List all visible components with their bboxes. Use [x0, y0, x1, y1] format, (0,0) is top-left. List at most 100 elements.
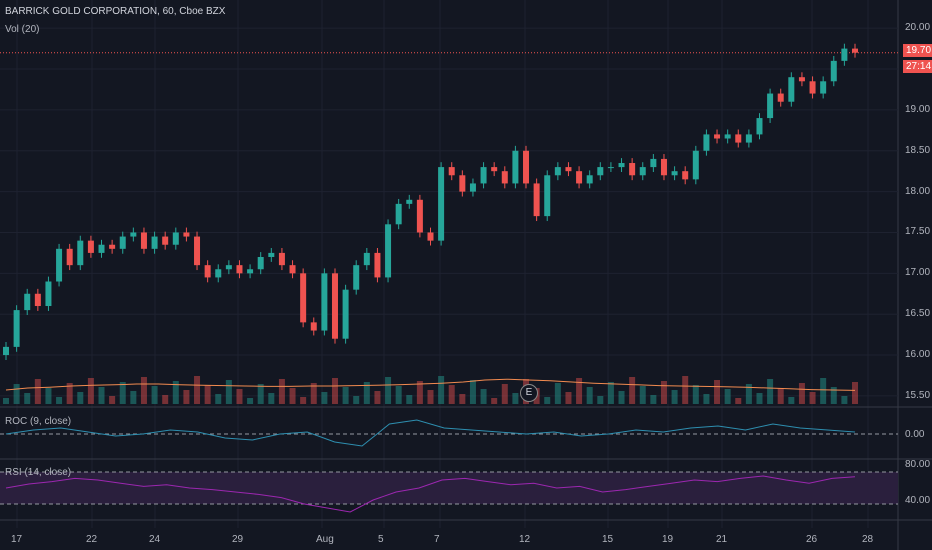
candle-body: [140, 232, 147, 249]
candle-body: [24, 293, 31, 311]
volume-bar: [597, 396, 604, 404]
symbol-title: BARRICK GOLD CORPORATION, 60, Cboe BZX: [5, 6, 226, 17]
candle-body: [692, 150, 699, 180]
candle-body: [682, 171, 689, 180]
countdown-tag: 27:14: [903, 60, 932, 73]
time-tick-label: 17: [11, 534, 23, 545]
volume-bar: [140, 377, 147, 404]
volume-bar: [798, 383, 805, 404]
time-tick-label: 12: [519, 534, 531, 545]
candle-body: [650, 158, 657, 168]
candle-body: [671, 171, 678, 176]
time-tick-label: 28: [862, 534, 874, 545]
volume-bar: [24, 393, 31, 404]
candle-body: [289, 265, 296, 274]
volume-bar: [714, 380, 721, 404]
candle-body: [342, 289, 349, 339]
volume-bar: [767, 379, 774, 404]
volume-bar: [130, 391, 137, 404]
volume-bar: [194, 376, 201, 404]
earnings-marker[interactable]: E: [520, 384, 538, 402]
candle-body: [438, 167, 445, 241]
candle-body: [395, 203, 402, 225]
time-tick-label: 19: [662, 534, 674, 545]
candle-body: [247, 269, 254, 274]
volume-bar: [87, 378, 94, 404]
volume-bar: [480, 389, 487, 404]
rsi-band: [0, 472, 898, 504]
candle-body: [523, 150, 530, 184]
candle-body: [576, 171, 583, 184]
candle-body: [183, 232, 190, 237]
volume-bar: [236, 389, 243, 404]
volume-bar: [151, 386, 158, 404]
volume-bar: [459, 394, 466, 404]
volume-bar: [756, 393, 763, 404]
volume-bar: [660, 381, 667, 404]
candle-body: [554, 167, 561, 176]
volume-bar: [512, 393, 519, 404]
candle-body: [830, 60, 837, 82]
candle-body: [416, 199, 423, 233]
price-tick-label: 17.50: [905, 226, 931, 238]
candle-body: [586, 175, 593, 184]
time-tick-label: 21: [716, 534, 728, 545]
candle-body: [151, 236, 158, 249]
candle-body: [374, 252, 381, 278]
time-tick-label: 29: [232, 534, 244, 545]
volume-bar: [385, 377, 392, 404]
last-price-tag: 19.70: [903, 44, 932, 57]
volume-bar: [618, 391, 625, 404]
roc-indicator-label: ROC (9, close): [5, 416, 72, 427]
volume-ma-line: [5, 378, 856, 391]
volume-indicator-label: Vol (20): [5, 24, 40, 35]
volume-bar: [841, 396, 848, 404]
candle-body: [87, 240, 94, 253]
volume-bar: [852, 382, 858, 404]
candle-body: [257, 256, 264, 270]
rsi-lower-label: 40.00: [905, 495, 931, 506]
volume-bar: [172, 381, 179, 404]
candle-body: [703, 134, 710, 151]
candle-body: [448, 167, 455, 176]
volume-bar: [300, 397, 307, 404]
volume-bar: [565, 392, 572, 404]
candle-body: [56, 248, 63, 282]
candle-body: [194, 236, 201, 266]
volume-bar: [342, 387, 349, 404]
candle-body: [406, 199, 413, 204]
candle-body: [820, 81, 827, 94]
volume-bar: [448, 385, 455, 404]
candle-body: [629, 163, 636, 176]
candle-body: [767, 93, 774, 119]
volume-bar: [809, 392, 816, 404]
volume-bar: [363, 382, 370, 404]
volume-bar: [724, 389, 731, 404]
volume-bar: [162, 395, 169, 404]
candle-body: [34, 293, 41, 307]
rsi-upper-label: 80.00: [905, 459, 931, 470]
price-tick-label: 18.50: [905, 144, 931, 156]
candle-body: [172, 232, 179, 245]
volume-bar: [374, 391, 381, 404]
candle-body: [162, 236, 169, 245]
candle-body: [852, 48, 858, 53]
volume-bar: [650, 395, 657, 404]
candle-body: [756, 118, 763, 135]
candle-body: [788, 77, 795, 102]
volume-bar: [427, 390, 434, 404]
candle-body: [109, 244, 116, 249]
volume-bar: [34, 379, 41, 404]
volume-bar: [830, 387, 837, 404]
volume-bar: [692, 385, 699, 404]
price-tick-label: 17.00: [905, 267, 931, 279]
volume-bar: [554, 383, 561, 404]
candle-body: [66, 248, 73, 266]
candle-body: [3, 346, 9, 356]
time-tick-label: 5: [378, 534, 384, 545]
volume-bar: [331, 378, 338, 404]
volume-bar: [788, 397, 795, 404]
candle-body: [607, 167, 614, 169]
candle-body: [268, 252, 275, 257]
